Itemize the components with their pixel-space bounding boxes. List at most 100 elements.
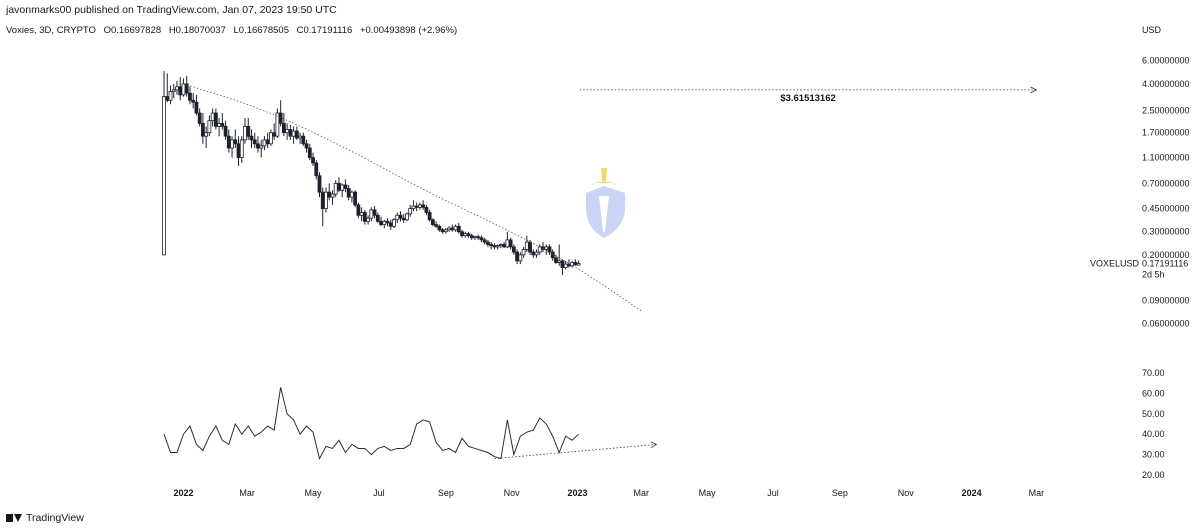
candle — [440, 228, 445, 234]
footer-brand: TradingView — [26, 512, 84, 524]
oscillator-tick-label: 50.00 — [1142, 409, 1165, 419]
candle — [223, 120, 228, 140]
candle — [498, 243, 503, 249]
candle — [262, 136, 267, 151]
target-price-label: $3.61513162 — [780, 93, 835, 104]
candle — [476, 234, 481, 240]
candle — [434, 221, 439, 229]
candle — [372, 206, 377, 219]
candle — [337, 177, 341, 193]
candle — [567, 259, 571, 268]
candle — [554, 254, 558, 265]
candle — [175, 81, 179, 95]
candle — [230, 136, 234, 158]
candle — [330, 190, 335, 205]
candle — [521, 246, 526, 258]
candle — [398, 211, 403, 222]
price-tick-label: 4.00000000 — [1142, 79, 1190, 89]
candle — [385, 218, 390, 227]
oscillator-tick-label: 20.00 — [1142, 470, 1165, 480]
candle — [460, 229, 464, 238]
time-tick-label: Mar — [239, 488, 255, 498]
shield-logo-icon — [586, 168, 625, 238]
candle — [249, 129, 254, 149]
candle — [353, 190, 358, 208]
arrow-head-icon — [650, 441, 658, 449]
time-tick-label: Sep — [438, 488, 454, 498]
candle — [246, 118, 251, 140]
candle — [272, 123, 277, 140]
candle — [424, 204, 429, 216]
price-tick-label: 0.09000000 — [1142, 295, 1190, 305]
candle — [369, 207, 374, 222]
candle — [252, 132, 257, 149]
countdown-label: 2d 5h — [1142, 270, 1165, 280]
ohlc-legend: Voxies, 3D, CRYPTO O0.16697828 H0.180700… — [6, 25, 462, 36]
candle — [473, 235, 477, 240]
price-tick-label: 1.70000000 — [1142, 128, 1190, 138]
time-tick-label: 2023 — [568, 488, 588, 498]
time-tick-label: May — [305, 488, 323, 498]
candle — [207, 115, 212, 137]
oscillator-tick-label: 40.00 — [1142, 429, 1165, 439]
candle — [550, 249, 555, 261]
candle — [239, 136, 244, 164]
candle — [541, 242, 545, 253]
price-axis[interactable]: USD 6.00000000 4.00000000 2.50000000 1.70000… — [1090, 25, 1190, 329]
time-axis[interactable]: 2022 Mar May Jul Sep Nov 2023 Mar May Jul Sep Nov 20… — [173, 488, 1044, 498]
candle — [379, 216, 383, 227]
legend-symbol: Voxies, 3D, CRYPTO — [6, 25, 96, 36]
time-tick-label: Mar — [634, 488, 650, 498]
symbol-label: VOXELUSD — [1090, 259, 1140, 269]
candle — [547, 244, 552, 255]
candle — [515, 249, 519, 265]
candle — [518, 252, 523, 265]
candle — [285, 123, 290, 140]
candle — [486, 239, 490, 247]
time-tick-label: Jul — [767, 488, 779, 498]
candle — [430, 218, 435, 227]
candle — [456, 222, 461, 234]
candle — [466, 231, 471, 238]
candle — [281, 113, 286, 137]
candle — [388, 219, 393, 230]
candle — [508, 237, 513, 250]
candles-group — [162, 71, 581, 276]
price-tick-label: 0.30000000 — [1142, 227, 1190, 237]
candle — [294, 126, 299, 140]
price-tick-label: 2.50000000 — [1142, 106, 1190, 116]
price-tick-label: 6.00000000 — [1142, 56, 1190, 66]
candle — [447, 226, 451, 232]
candle — [265, 132, 270, 149]
time-tick-label: Sep — [832, 488, 848, 498]
tradingview-footer: TradingView — [6, 512, 84, 524]
candle — [534, 249, 539, 258]
candle — [168, 85, 173, 105]
annotations-group: $3.61513162 — [183, 83, 1038, 312]
candle — [427, 209, 432, 222]
candle — [210, 108, 215, 127]
candle — [524, 235, 529, 253]
time-tick-label: Jul — [373, 488, 385, 498]
time-tick-label: 2024 — [962, 488, 982, 498]
oscillator-tick-label: 60.00 — [1142, 388, 1165, 398]
candle — [382, 219, 387, 229]
price-tick-label: 1.10000000 — [1142, 153, 1190, 163]
candle — [418, 202, 422, 210]
candle — [443, 228, 448, 234]
candle — [165, 73, 170, 103]
candle — [557, 244, 562, 266]
candle — [356, 202, 361, 219]
candle — [181, 78, 186, 97]
oscillator-axis[interactable]: 70.00 60.00 50.00 40.00 30.00 20.00 — [1142, 368, 1165, 480]
candle — [188, 86, 192, 105]
time-tick-label: 2022 — [173, 488, 193, 498]
candle — [482, 237, 487, 245]
candle — [269, 129, 273, 146]
oscillator-tick-label: 70.00 — [1142, 368, 1165, 378]
oscillator-line — [163, 387, 579, 461]
candle — [278, 100, 283, 127]
candle — [327, 183, 332, 201]
candle — [560, 259, 565, 276]
